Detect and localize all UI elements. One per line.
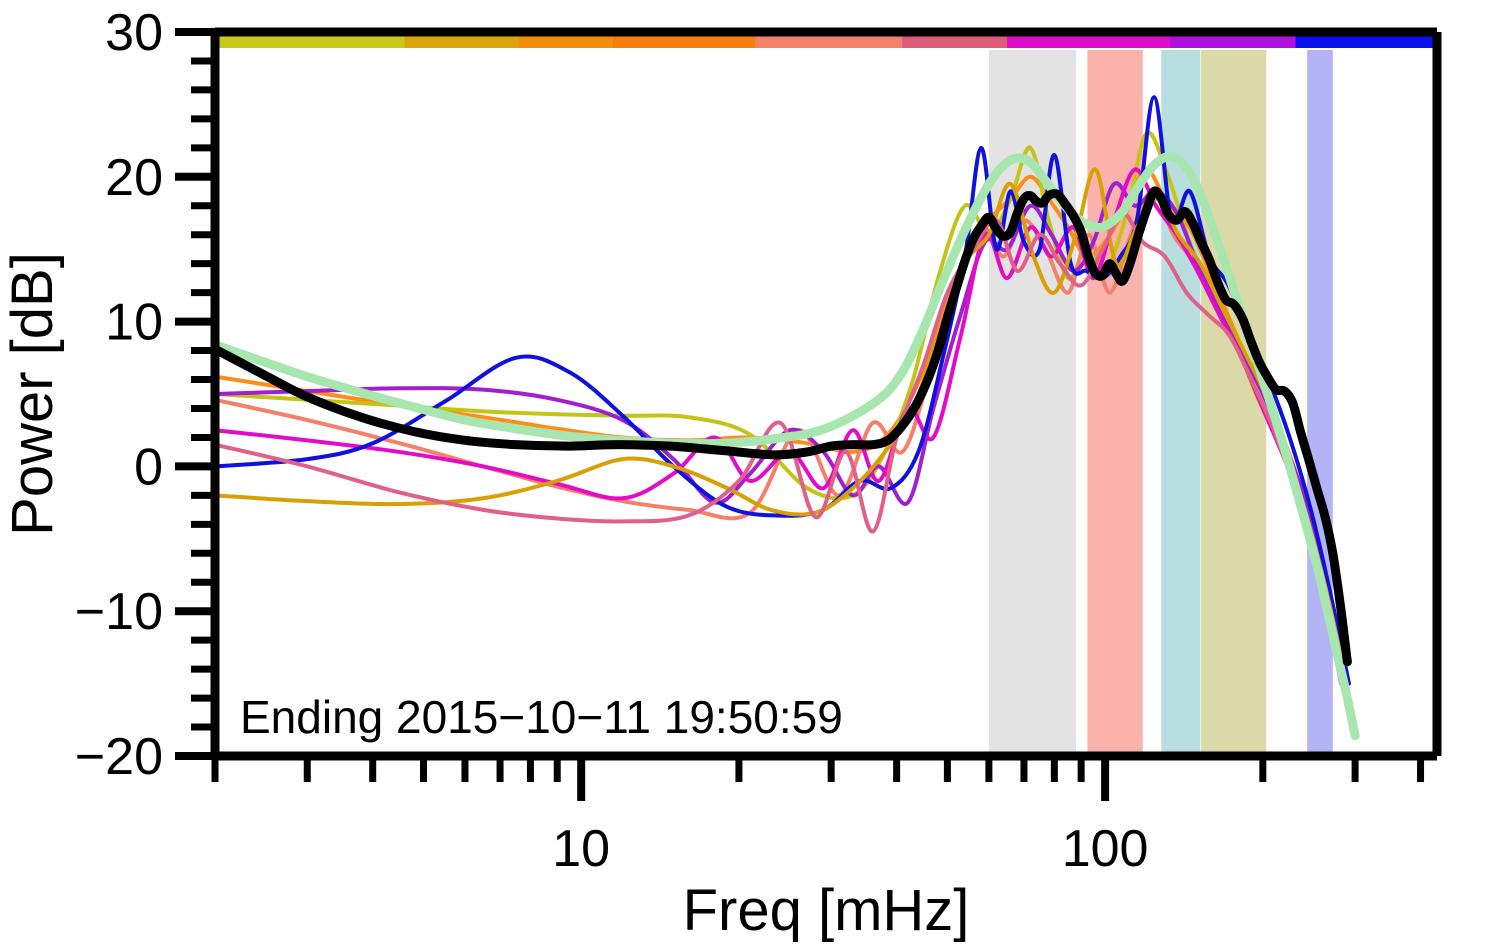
spectrum-green-smooth (210, 151, 1360, 741)
x-tick-label-10: 10 (552, 820, 610, 878)
tick-labels-group: −20 −10 0 10 20 30 10 100 (75, 4, 1149, 878)
colorbar-segment-1 (404, 36, 520, 48)
y-tick-label-0: 0 (134, 438, 163, 496)
y-tick-label--20: −20 (75, 728, 163, 786)
spectrum-series-group (210, 95, 1360, 741)
colorbar-segment-7 (1170, 36, 1297, 48)
colorbar-segment-5 (902, 36, 1009, 48)
spectrum-goldenrod (213, 167, 1351, 701)
colorbar-segment-3 (613, 36, 757, 48)
y-tick-label--10: −10 (75, 583, 163, 641)
colorbar-segment-2 (518, 36, 615, 48)
y-axis-title: Power [dB] (0, 252, 65, 536)
ending-timestamp-annotation: Ending 2015−10−11 19:50:59 (240, 691, 843, 743)
band-khaki (1201, 50, 1267, 756)
colorbar-segment-4 (755, 36, 904, 48)
x-axis-title: Freq [mHz] (683, 878, 970, 943)
y-tick-label-30: 30 (105, 4, 163, 62)
colorbar-segment-6 (1007, 36, 1172, 48)
band-pink (1087, 50, 1143, 756)
axes-group (175, 27, 1442, 801)
x-tick-label-100: 100 (1062, 820, 1149, 878)
colorbar-segment-0 (215, 36, 406, 48)
y-tick-label-20: 20 (105, 149, 163, 207)
spectrum-mean-black (210, 186, 1352, 667)
band-purple (1307, 50, 1333, 756)
time-colorbar (215, 36, 1438, 48)
y-tick-label-10: 10 (105, 294, 163, 352)
colorbar-segment-8 (1295, 36, 1438, 48)
